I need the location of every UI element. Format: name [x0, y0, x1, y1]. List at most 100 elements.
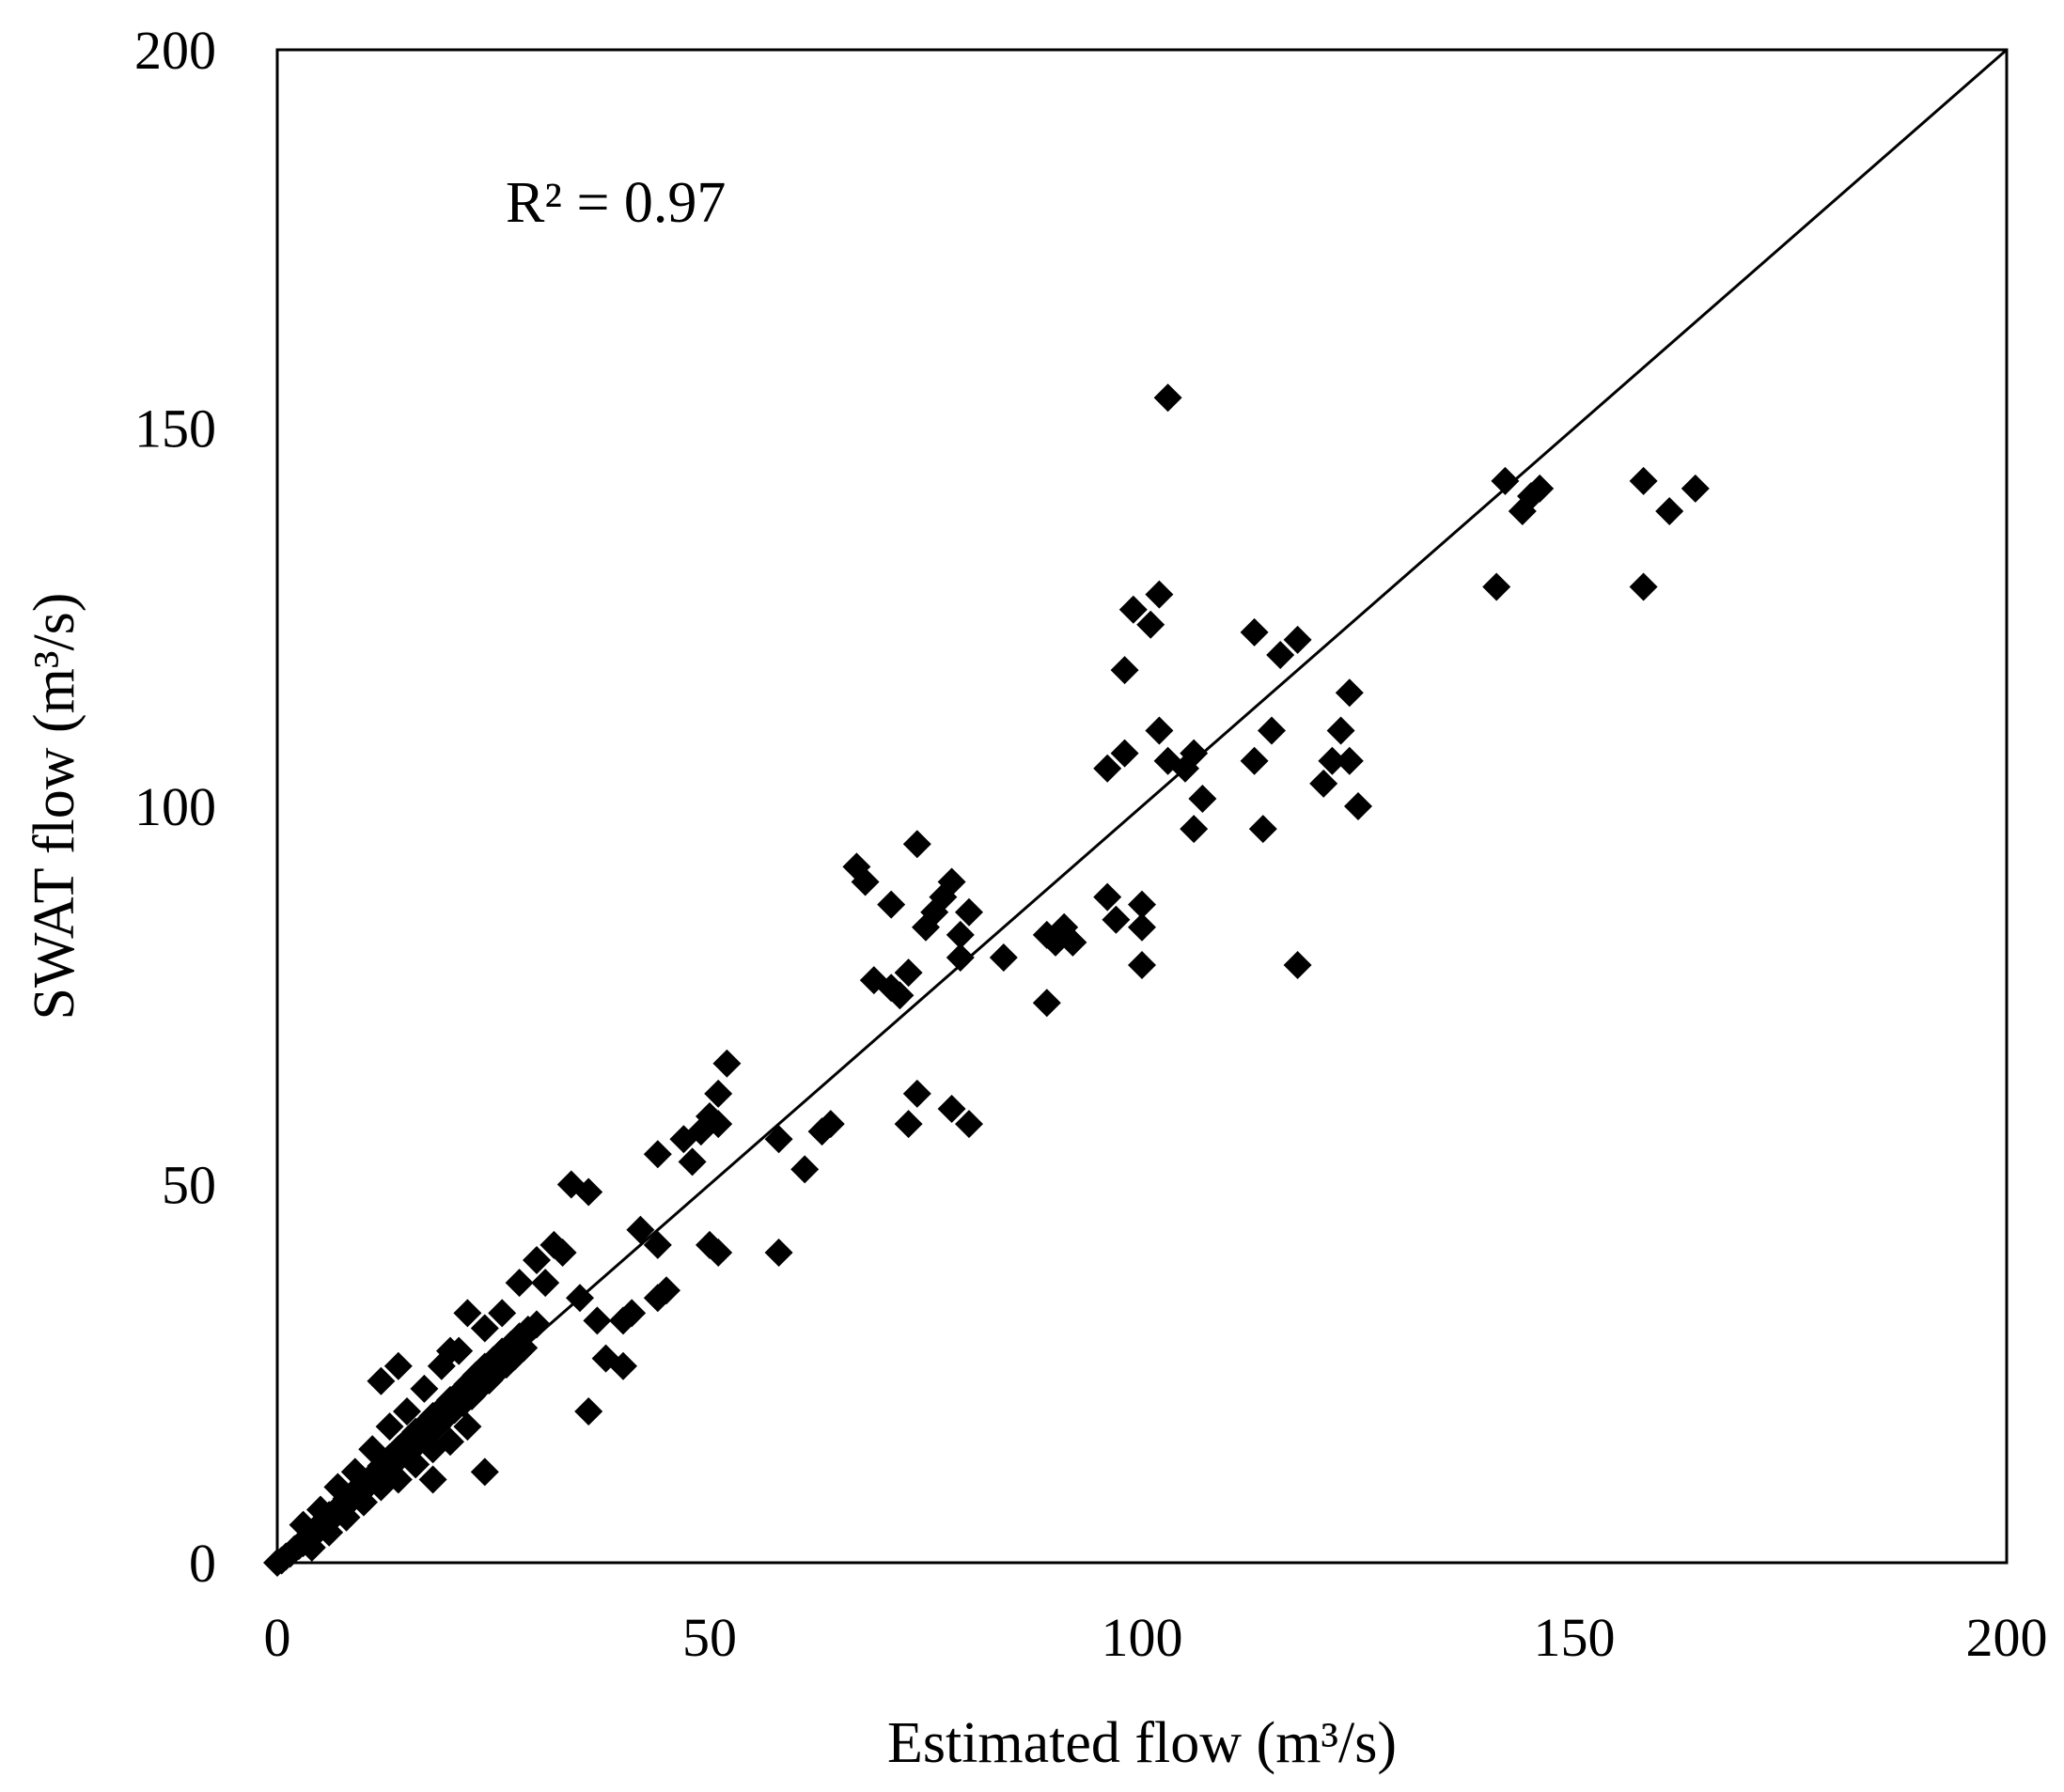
data-point: [764, 1125, 793, 1154]
data-point: [350, 1488, 378, 1517]
data-point: [566, 1284, 594, 1313]
data-point: [1318, 746, 1347, 775]
data-point: [1248, 815, 1277, 844]
reference-line-layer: [276, 48, 2008, 1565]
data-point: [790, 1155, 820, 1184]
data-point: [383, 1351, 413, 1380]
data-point: [488, 1299, 517, 1328]
data-point: [955, 1110, 983, 1139]
y-tick-label: 0: [189, 1533, 216, 1594]
data-point: [1145, 580, 1174, 609]
data-point: [989, 943, 1018, 972]
data-point: [1110, 656, 1139, 685]
data-point: [289, 1510, 318, 1539]
data-point: [315, 1518, 344, 1547]
data-point: [453, 1370, 482, 1399]
data-point: [340, 1457, 369, 1487]
data-point: [626, 1215, 655, 1244]
data-point: [1681, 474, 1710, 503]
data-point: [410, 1374, 439, 1403]
data-point: [1145, 716, 1174, 745]
data-point: [358, 1435, 387, 1464]
data-point: [816, 1110, 845, 1139]
data-point: [1188, 784, 1217, 813]
data-point: [1240, 617, 1269, 647]
data-point: [937, 867, 966, 896]
data-point: [1491, 466, 1520, 495]
x-tick-label: 0: [264, 1607, 291, 1668]
data-point: [955, 897, 983, 927]
data-point: [946, 943, 975, 972]
x-axis-title: Estimated flow (m³/s): [887, 1711, 1397, 1775]
y-axis-title: SWAT flow (m³/s): [23, 593, 86, 1021]
data-point: [678, 1147, 707, 1176]
data-point: [418, 1465, 447, 1494]
data-point: [764, 1238, 793, 1267]
data-point: [583, 1306, 612, 1335]
data-point: [332, 1503, 361, 1532]
data-point: [643, 1230, 672, 1259]
data-point: [1655, 497, 1684, 526]
data-point: [937, 1095, 966, 1123]
data-point: [1258, 716, 1286, 745]
data-point: [1283, 625, 1312, 654]
data-point: [851, 867, 880, 896]
data-point: [1058, 927, 1087, 957]
data-point: [652, 1276, 680, 1305]
data-point: [1102, 905, 1131, 934]
data-point: [401, 1450, 430, 1479]
x-tick-label: 50: [682, 1607, 737, 1668]
data-point: [375, 1412, 404, 1441]
y-tick-label: 100: [134, 776, 216, 837]
data-point: [877, 890, 906, 919]
data-point: [1110, 739, 1139, 768]
data-point: [367, 1366, 396, 1395]
data-point: [1093, 754, 1122, 783]
data-point: [436, 1336, 464, 1365]
data-point: [1525, 474, 1555, 503]
data-point: [523, 1246, 551, 1274]
data-point: [704, 1079, 733, 1108]
data-point: [1629, 572, 1658, 601]
data-point: [1153, 383, 1182, 413]
data-point: [902, 1079, 931, 1108]
r-squared-annotation: R² = 0.97: [506, 171, 726, 235]
data-point: [574, 1177, 603, 1207]
one-to-one-line: [276, 48, 2008, 1565]
data-point: [1136, 610, 1165, 639]
data-point: [704, 1110, 733, 1139]
data-point: [609, 1351, 637, 1380]
data-point: [306, 1495, 335, 1524]
data-point: [885, 981, 915, 1010]
data-point: [1118, 595, 1148, 624]
data-point: [712, 1049, 742, 1078]
data-point: [453, 1412, 482, 1441]
x-axis-tick-labels: 0 50 100 150 200: [264, 1607, 2048, 1668]
data-points-layer: [263, 383, 1710, 1577]
data-point: [1032, 989, 1061, 1018]
data-point: [902, 830, 931, 859]
y-tick-label: 50: [162, 1155, 216, 1216]
data-point: [1266, 641, 1295, 669]
data-point: [505, 1269, 534, 1298]
data-point: [1128, 912, 1156, 942]
x-tick-label: 150: [1534, 1607, 1616, 1668]
data-point: [704, 1238, 733, 1267]
data-point: [1180, 815, 1209, 844]
data-point: [894, 958, 923, 988]
data-point: [1240, 746, 1269, 775]
data-point: [1335, 678, 1364, 708]
y-axis-tick-labels: 0 50 100 150 200: [134, 20, 216, 1594]
data-point: [453, 1299, 482, 1328]
y-tick-label: 150: [134, 398, 216, 460]
x-tick-label: 100: [1102, 1607, 1183, 1668]
data-point: [1180, 739, 1209, 768]
data-point: [1335, 746, 1364, 775]
data-point: [1093, 882, 1122, 912]
data-point: [609, 1306, 637, 1335]
data-point: [323, 1473, 352, 1502]
y-tick-label: 200: [134, 20, 216, 81]
data-point: [1482, 572, 1511, 601]
data-point: [1128, 951, 1156, 980]
